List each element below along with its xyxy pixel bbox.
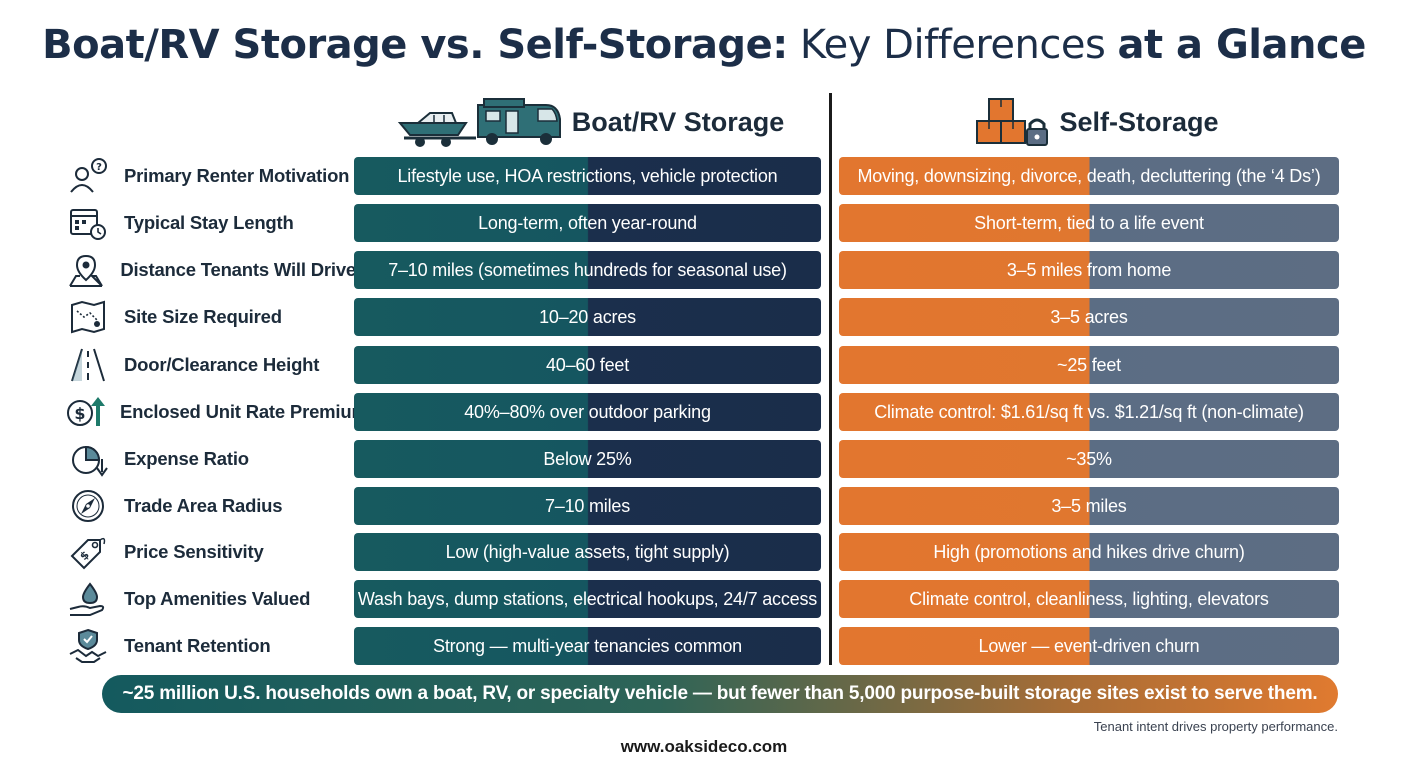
- self-storage-value: Climate control: $1.61/sq ft vs. $1.21/s…: [839, 393, 1339, 431]
- row-label: Trade Area Radius: [124, 495, 283, 516]
- boat-rv-value: Long-term, often year-round: [354, 204, 821, 242]
- handshake-shield-icon: [66, 627, 110, 665]
- hand-water-drop-icon: [66, 580, 110, 618]
- self-storage-value: Moving, downsizing, divorce, death, decl…: [839, 157, 1339, 195]
- tagline: Tenant intent drives property performanc…: [1093, 719, 1338, 734]
- boat-rv-value: Lifestyle use, HOA restrictions, vehicle…: [354, 157, 821, 195]
- self-storage-column-header: Self-Storage: [960, 92, 1230, 152]
- page-title: Boat/RV Storage vs. Self-Storage: Key Di…: [42, 22, 1366, 68]
- row-label: Primary Renter Motivation: [124, 165, 350, 186]
- row-label: Site Size Required: [124, 306, 282, 327]
- boat-rv-column-header: Boat/RV Storage: [395, 92, 785, 152]
- boat-rv-value: Wash bays, dump stations, electrical hoo…: [354, 580, 821, 618]
- row-label: Distance Tenants Will Drive: [120, 259, 356, 280]
- self-storage-value: Short-term, tied to a life event: [839, 204, 1339, 242]
- pie-chart-arrow-icon: [66, 440, 110, 478]
- boat-rv-value: 40–60 feet: [354, 346, 821, 384]
- column-divider: [829, 93, 832, 665]
- boat-rv-value: 10–20 acres: [354, 298, 821, 336]
- self-storage-value: 3–5 miles: [839, 487, 1339, 525]
- compass-icon: [66, 487, 110, 525]
- self-storage-value: ~25 feet: [839, 346, 1339, 384]
- boat-rv-value: 7–10 miles (sometimes hundreds for seaso…: [354, 251, 821, 289]
- row-label: Tenant Retention: [124, 635, 271, 656]
- dollar-arrow-up-icon: $: [66, 393, 106, 431]
- self-storage-column-title: Self-Storage: [1059, 106, 1219, 137]
- map-pin-icon: [66, 251, 106, 289]
- boat-rv-value: 40%–80% over outdoor parking: [354, 393, 821, 431]
- self-storage-value: Lower — event-driven churn: [839, 627, 1339, 665]
- boat-trailer-rv-icon: [397, 98, 561, 147]
- calendar-clock-icon: [66, 204, 110, 242]
- site-map-icon: [66, 298, 110, 336]
- svg-text:?: ?: [96, 162, 102, 173]
- self-storage-value: High (promotions and hikes drive churn): [839, 533, 1339, 571]
- website-url: www.oaksideco.com: [620, 737, 788, 756]
- person-question-icon: ?: [66, 157, 110, 195]
- self-storage-value: 3–5 miles from home: [839, 251, 1339, 289]
- row-label: Door/Clearance Height: [124, 354, 320, 375]
- boat-rv-value: Strong — multi-year tenancies common: [354, 627, 821, 665]
- road-icon: [66, 346, 110, 384]
- row-label: Top Amenities Valued: [124, 588, 311, 609]
- price-tag-icon: $: [66, 533, 110, 571]
- summary-banner: ~25 million U.S. households own a boat, …: [102, 675, 1338, 713]
- row-label: Price Sensitivity: [124, 541, 264, 562]
- boxes-lock-icon: [976, 98, 1049, 146]
- svg-text:$: $: [77, 548, 92, 563]
- boat-rv-column-title: Boat/RV Storage: [571, 106, 785, 137]
- self-storage-value: ~35%: [839, 440, 1339, 478]
- svg-text:$: $: [74, 404, 85, 423]
- self-storage-value: Climate control, cleanliness, lighting, …: [839, 580, 1339, 618]
- boat-rv-value: Low (high-value assets, tight supply): [354, 533, 821, 571]
- self-storage-value: 3–5 acres: [839, 298, 1339, 336]
- row-label: Expense Ratio: [124, 448, 249, 469]
- row-label: Enclosed Unit Rate Premium: [120, 401, 368, 422]
- boat-rv-value: Below 25%: [354, 440, 821, 478]
- row-label: Typical Stay Length: [124, 212, 294, 233]
- boat-rv-value: 7–10 miles: [354, 487, 821, 525]
